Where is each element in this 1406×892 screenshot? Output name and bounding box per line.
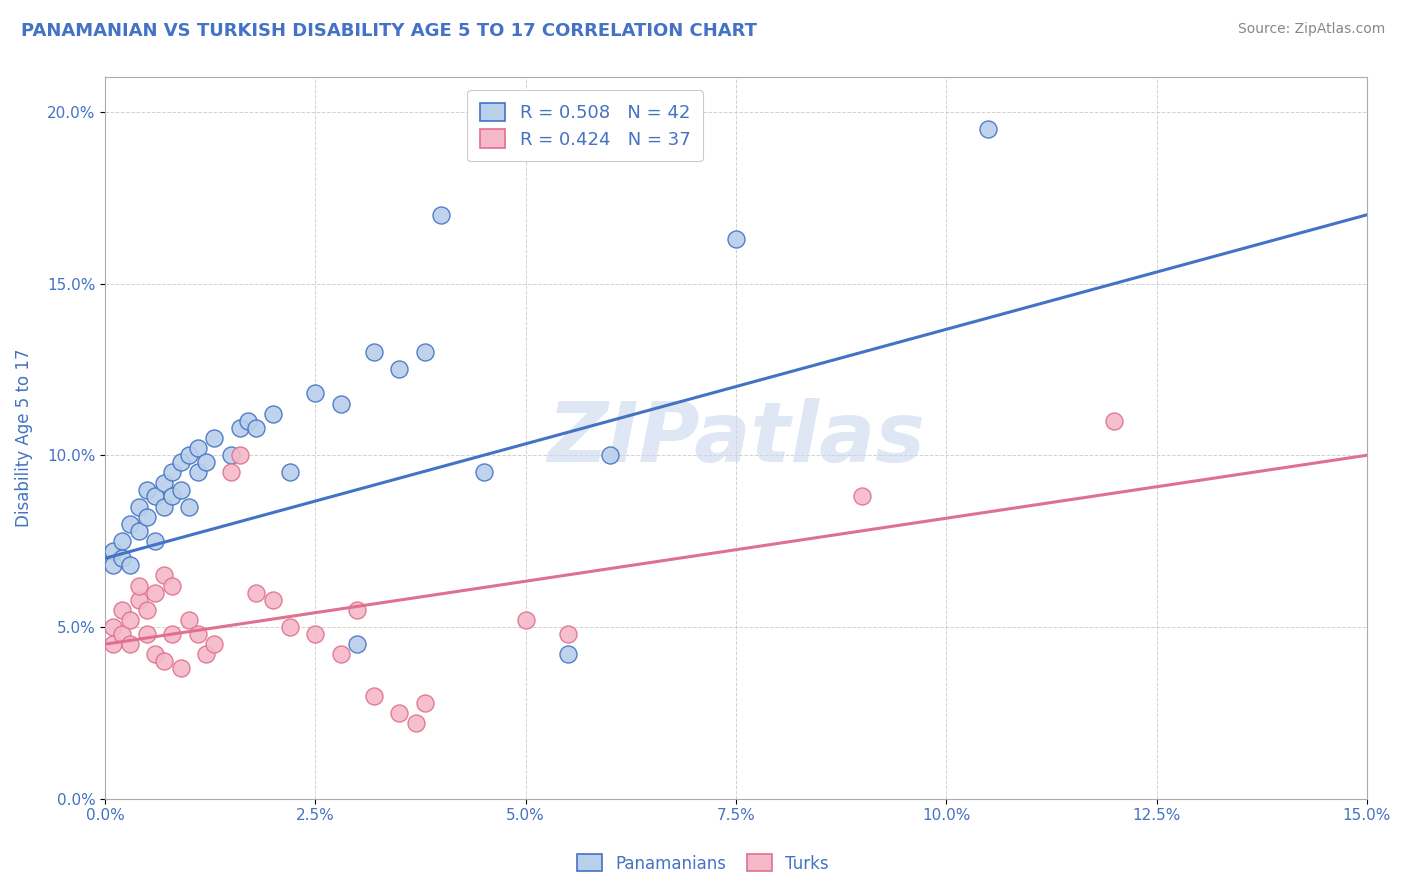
Point xyxy=(186,627,208,641)
Point xyxy=(219,448,242,462)
Point xyxy=(120,637,142,651)
Text: Source: ZipAtlas.com: Source: ZipAtlas.com xyxy=(1237,22,1385,37)
Point xyxy=(145,585,167,599)
Point xyxy=(472,466,495,480)
Point xyxy=(153,654,176,668)
Text: ZIPatlas: ZIPatlas xyxy=(547,398,925,479)
Point xyxy=(363,689,385,703)
Point xyxy=(202,637,225,651)
Point xyxy=(977,122,1000,136)
Point xyxy=(851,490,873,504)
Point xyxy=(145,490,167,504)
Point xyxy=(186,466,208,480)
Point xyxy=(304,627,326,641)
Point xyxy=(136,603,159,617)
Point xyxy=(186,442,208,456)
Point xyxy=(245,421,267,435)
Point xyxy=(557,648,579,662)
Point xyxy=(162,466,184,480)
Point xyxy=(413,696,436,710)
Point xyxy=(179,448,201,462)
Point xyxy=(136,627,159,641)
Point xyxy=(120,613,142,627)
Point xyxy=(128,524,150,538)
Point xyxy=(120,516,142,531)
Point xyxy=(363,345,385,359)
Point xyxy=(346,637,368,651)
Point xyxy=(236,414,259,428)
Point xyxy=(1104,414,1126,428)
Point xyxy=(194,648,217,662)
Text: PANAMANIAN VS TURKISH DISABILITY AGE 5 TO 17 CORRELATION CHART: PANAMANIAN VS TURKISH DISABILITY AGE 5 T… xyxy=(21,22,756,40)
Point xyxy=(128,500,150,514)
Point xyxy=(388,706,411,720)
Point xyxy=(170,455,193,469)
Point xyxy=(278,620,301,634)
Point xyxy=(153,568,176,582)
Point xyxy=(329,648,352,662)
Point xyxy=(136,510,159,524)
Point xyxy=(278,466,301,480)
Point xyxy=(262,592,284,607)
Point xyxy=(245,585,267,599)
Point xyxy=(430,208,453,222)
Point xyxy=(111,534,134,549)
Point xyxy=(219,466,242,480)
Point xyxy=(128,592,150,607)
Point xyxy=(194,455,217,469)
Point xyxy=(405,716,427,731)
Point xyxy=(145,648,167,662)
Point xyxy=(170,483,193,497)
Point xyxy=(228,421,250,435)
Point xyxy=(162,579,184,593)
Point xyxy=(179,500,201,514)
Point xyxy=(413,345,436,359)
Point xyxy=(120,558,142,573)
Point xyxy=(162,627,184,641)
Point xyxy=(179,613,201,627)
Point xyxy=(304,386,326,401)
Point xyxy=(103,637,125,651)
Point xyxy=(153,500,176,514)
Point xyxy=(170,661,193,675)
Point xyxy=(103,558,125,573)
Point xyxy=(724,232,747,246)
Point xyxy=(162,490,184,504)
Point xyxy=(388,362,411,376)
Point xyxy=(515,613,537,627)
Point xyxy=(145,534,167,549)
Point xyxy=(136,483,159,497)
Point xyxy=(111,551,134,566)
Point xyxy=(128,579,150,593)
Point xyxy=(557,627,579,641)
Point xyxy=(153,475,176,490)
Point xyxy=(346,603,368,617)
Legend: Panamanians, Turks: Panamanians, Turks xyxy=(571,847,835,880)
Point xyxy=(599,448,621,462)
Point xyxy=(103,620,125,634)
Legend: R = 0.508   N = 42, R = 0.424   N = 37: R = 0.508 N = 42, R = 0.424 N = 37 xyxy=(467,90,703,161)
Point xyxy=(202,431,225,445)
Point xyxy=(228,448,250,462)
Y-axis label: Disability Age 5 to 17: Disability Age 5 to 17 xyxy=(15,349,32,527)
Point xyxy=(329,397,352,411)
Point xyxy=(111,603,134,617)
Point xyxy=(103,544,125,558)
Point xyxy=(111,627,134,641)
Point xyxy=(262,407,284,421)
